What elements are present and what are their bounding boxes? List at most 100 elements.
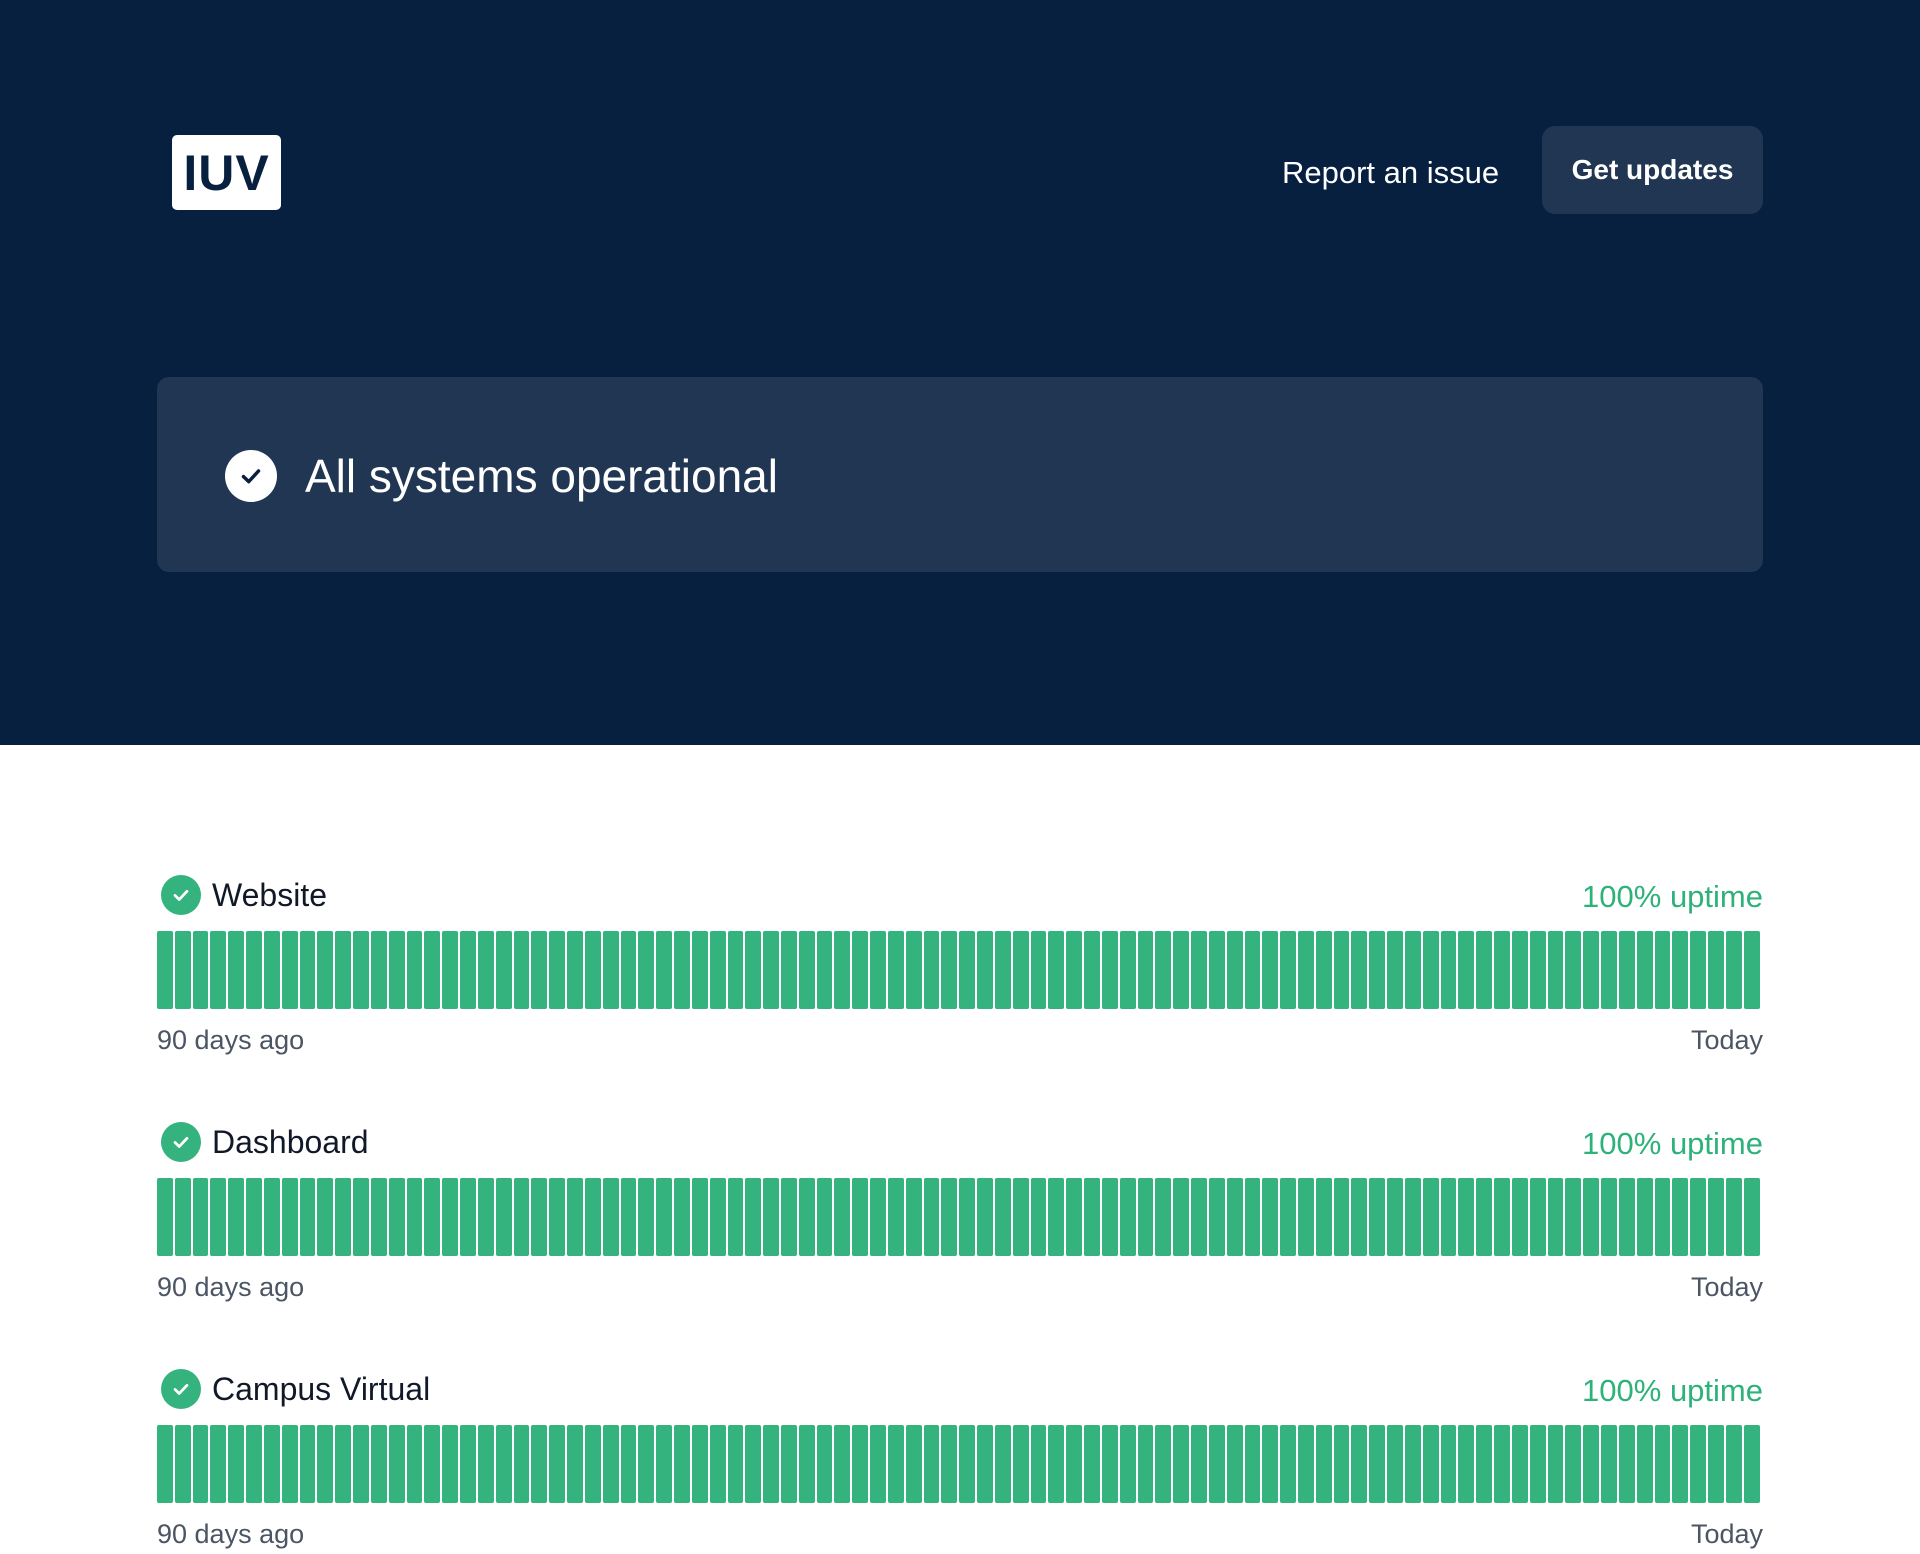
- uptime-day-bar[interactable]: [1084, 1178, 1100, 1256]
- uptime-day-bar[interactable]: [1636, 1425, 1653, 1503]
- uptime-day-bar[interactable]: [959, 1425, 976, 1503]
- uptime-day-bar[interactable]: [691, 1425, 708, 1503]
- uptime-day-bar[interactable]: [1369, 1425, 1386, 1503]
- uptime-day-bar[interactable]: [1458, 1425, 1475, 1503]
- uptime-day-bar[interactable]: [745, 1178, 762, 1256]
- uptime-day-bar[interactable]: [870, 1178, 886, 1256]
- uptime-day-bar[interactable]: [531, 931, 548, 1009]
- uptime-day-bar[interactable]: [1173, 1425, 1190, 1503]
- uptime-day-bar[interactable]: [1101, 1178, 1118, 1256]
- uptime-day-bar[interactable]: [1690, 1178, 1707, 1256]
- uptime-day-bar[interactable]: [460, 931, 476, 1009]
- uptime-day-bar[interactable]: [620, 1425, 637, 1503]
- uptime-day-bar[interactable]: [1333, 931, 1350, 1009]
- uptime-day-bar[interactable]: [1583, 931, 1600, 1009]
- uptime-day-bar[interactable]: [1137, 931, 1154, 1009]
- uptime-day-bar[interactable]: [816, 1425, 833, 1503]
- uptime-day-bar[interactable]: [905, 1425, 922, 1503]
- uptime-day-bar[interactable]: [1547, 1425, 1564, 1503]
- uptime-day-bar[interactable]: [1369, 931, 1386, 1009]
- uptime-day-bar[interactable]: [1743, 1178, 1760, 1256]
- uptime-day-bar[interactable]: [1173, 1178, 1190, 1256]
- uptime-day-bar[interactable]: [495, 1178, 512, 1256]
- uptime-day-bar[interactable]: [477, 1425, 494, 1503]
- uptime-day-bar[interactable]: [406, 931, 423, 1009]
- uptime-day-bar[interactable]: [1298, 1425, 1314, 1503]
- uptime-day-bar[interactable]: [584, 1425, 601, 1503]
- uptime-day-bar[interactable]: [406, 1425, 423, 1503]
- uptime-day-bar[interactable]: [192, 1178, 209, 1256]
- uptime-day-bar[interactable]: [424, 931, 441, 1009]
- uptime-day-bar[interactable]: [1583, 1178, 1600, 1256]
- uptime-day-bar[interactable]: [1654, 1178, 1671, 1256]
- uptime-day-bar[interactable]: [1191, 1425, 1207, 1503]
- uptime-day-bar[interactable]: [281, 931, 298, 1009]
- uptime-day-bar[interactable]: [1030, 1425, 1047, 1503]
- uptime-day-bar[interactable]: [1066, 1178, 1083, 1256]
- uptime-day-bar[interactable]: [567, 1178, 583, 1256]
- uptime-day-bar[interactable]: [1690, 1425, 1707, 1503]
- uptime-day-bar[interactable]: [460, 1178, 476, 1256]
- uptime-day-bar[interactable]: [1601, 1178, 1617, 1256]
- uptime-day-bar[interactable]: [1672, 1425, 1689, 1503]
- uptime-day-bar[interactable]: [442, 1178, 459, 1256]
- uptime-day-bar[interactable]: [1280, 1425, 1296, 1503]
- uptime-day-bar[interactable]: [424, 1178, 441, 1256]
- uptime-day-bar[interactable]: [1012, 1178, 1029, 1256]
- uptime-day-bar[interactable]: [317, 931, 334, 1009]
- uptime-day-bar[interactable]: [388, 931, 405, 1009]
- uptime-day-bar[interactable]: [1315, 1425, 1332, 1503]
- uptime-day-bar[interactable]: [602, 1178, 619, 1256]
- uptime-day-bar[interactable]: [977, 931, 993, 1009]
- uptime-day-bar[interactable]: [406, 1178, 423, 1256]
- uptime-day-bar[interactable]: [780, 1178, 797, 1256]
- uptime-day-bar[interactable]: [192, 931, 209, 1009]
- uptime-day-bar[interactable]: [1119, 1178, 1136, 1256]
- uptime-day-bar[interactable]: [1583, 1425, 1600, 1503]
- uptime-day-bar[interactable]: [1476, 1178, 1493, 1256]
- uptime-day-bar[interactable]: [157, 1178, 173, 1256]
- uptime-day-bar[interactable]: [477, 1178, 494, 1256]
- uptime-day-bar[interactable]: [1387, 1178, 1403, 1256]
- uptime-day-bar[interactable]: [1654, 1425, 1671, 1503]
- uptime-day-bar[interactable]: [1725, 931, 1742, 1009]
- uptime-day-bar[interactable]: [281, 1425, 298, 1503]
- uptime-day-bar[interactable]: [477, 931, 494, 1009]
- uptime-day-bar[interactable]: [1208, 931, 1225, 1009]
- uptime-day-bar[interactable]: [887, 931, 904, 1009]
- uptime-day-bar[interactable]: [1048, 1178, 1065, 1256]
- uptime-day-bar[interactable]: [1511, 1425, 1528, 1503]
- uptime-day-bar[interactable]: [567, 1425, 583, 1503]
- uptime-day-bar[interactable]: [1422, 931, 1439, 1009]
- uptime-day-bar[interactable]: [1137, 1178, 1154, 1256]
- uptime-day-bar[interactable]: [1333, 1178, 1350, 1256]
- uptime-day-bar[interactable]: [1404, 1178, 1421, 1256]
- uptime-day-bar[interactable]: [1244, 1178, 1261, 1256]
- uptime-day-bar[interactable]: [317, 1178, 334, 1256]
- uptime-day-bar[interactable]: [1226, 1178, 1243, 1256]
- uptime-day-bar[interactable]: [1191, 931, 1207, 1009]
- uptime-day-bar[interactable]: [798, 931, 815, 1009]
- uptime-day-bar[interactable]: [1636, 931, 1653, 1009]
- uptime-day-bar[interactable]: [1440, 1425, 1457, 1503]
- uptime-day-bar[interactable]: [1708, 931, 1724, 1009]
- uptime-day-bar[interactable]: [727, 931, 744, 1009]
- uptime-day-bar[interactable]: [1191, 1178, 1207, 1256]
- uptime-day-bar[interactable]: [1725, 1178, 1742, 1256]
- uptime-day-bar[interactable]: [1226, 1425, 1243, 1503]
- uptime-day-bar[interactable]: [353, 931, 369, 1009]
- uptime-day-bar[interactable]: [513, 931, 530, 1009]
- uptime-day-bar[interactable]: [1404, 1425, 1421, 1503]
- uptime-day-bar[interactable]: [905, 931, 922, 1009]
- uptime-day-bar[interactable]: [157, 1425, 173, 1503]
- uptime-day-bar[interactable]: [1618, 1425, 1635, 1503]
- uptime-day-bar[interactable]: [1743, 1425, 1760, 1503]
- uptime-day-bar[interactable]: [1636, 1178, 1653, 1256]
- uptime-day-bar[interactable]: [1333, 1425, 1350, 1503]
- uptime-day-bar[interactable]: [798, 1425, 815, 1503]
- uptime-day-bar[interactable]: [1565, 931, 1582, 1009]
- uptime-day-bar[interactable]: [246, 931, 262, 1009]
- uptime-day-bar[interactable]: [691, 1178, 708, 1256]
- uptime-day-bar[interactable]: [674, 1178, 690, 1256]
- uptime-day-bar[interactable]: [638, 1425, 655, 1503]
